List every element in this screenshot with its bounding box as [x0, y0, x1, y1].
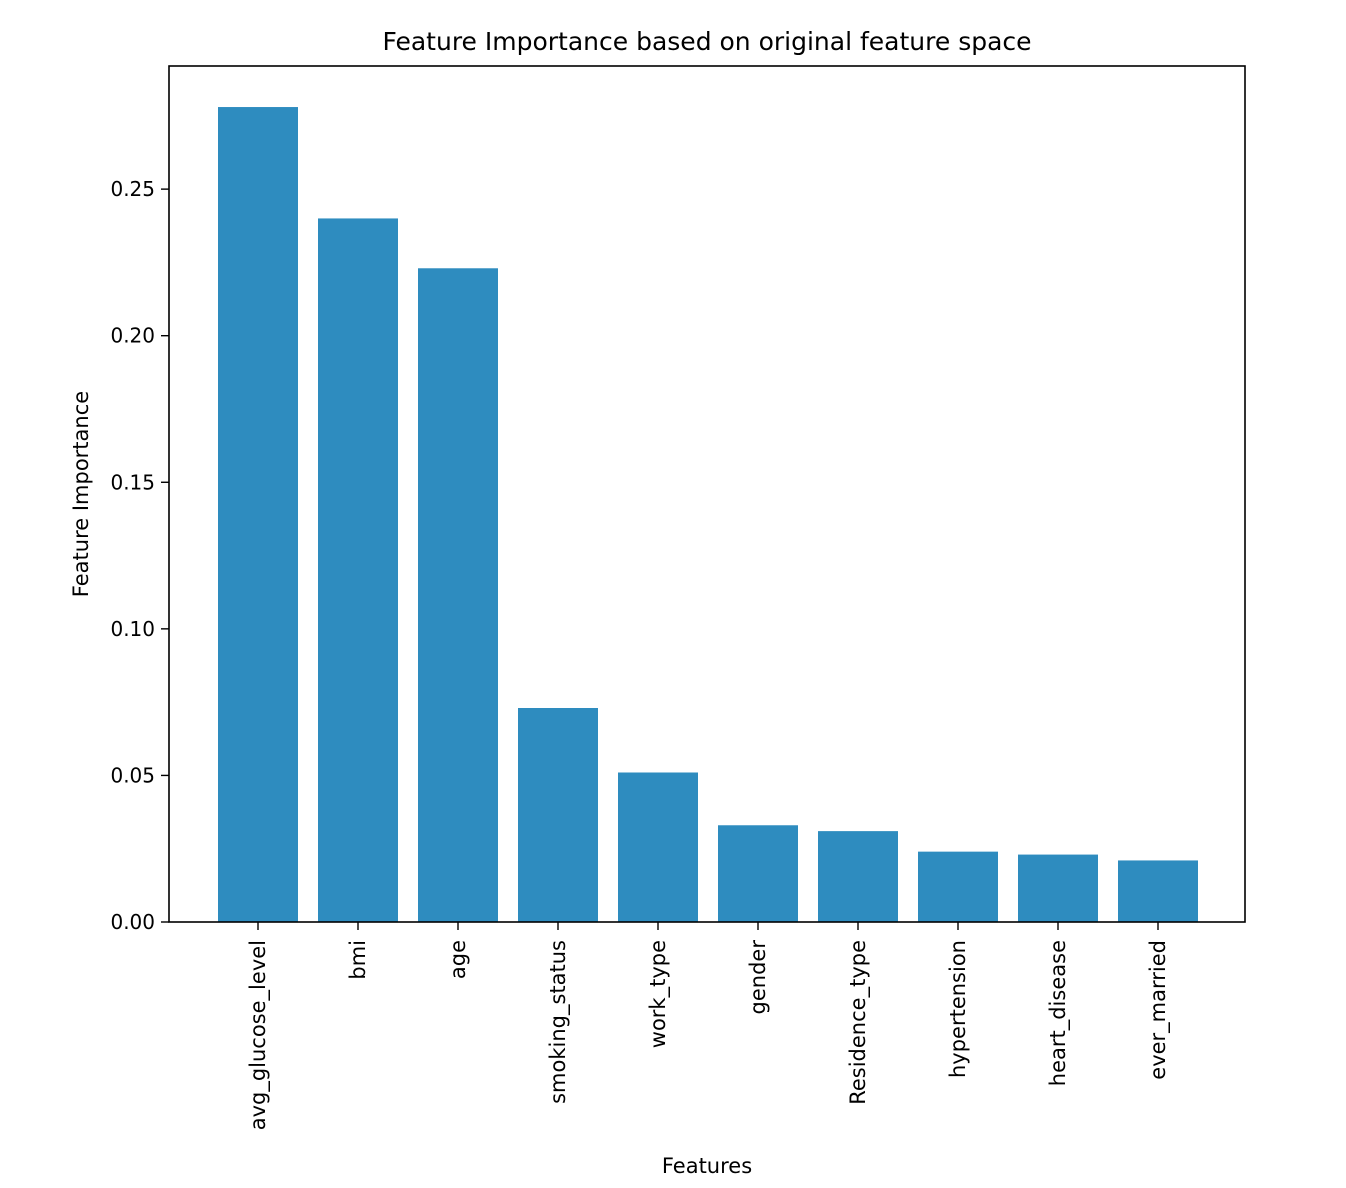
y-axis: 0.00 0.05 0.10 0.15 0.20 0.25 [110, 177, 169, 934]
x-tick-label: avg_glucose_level [246, 940, 271, 1130]
bar-hypertension [918, 851, 998, 922]
y-tick-label: 0.20 [110, 324, 155, 348]
bar-smoking_status [518, 708, 598, 922]
x-tick-label: age [446, 940, 470, 979]
y-axis-label: Feature Importance [69, 391, 93, 597]
x-tick-label: Residence_type [846, 940, 871, 1105]
x-tick-label: gender [746, 940, 770, 1015]
bars-layer [218, 107, 1198, 923]
x-axis-label: Features [662, 1154, 752, 1178]
bar-work_type [618, 772, 698, 922]
chart-title: Feature Importance based on original fea… [382, 27, 1031, 56]
y-tick-label: 0.10 [110, 617, 155, 641]
plot-frame [168, 65, 1246, 923]
bar-bmi [318, 218, 398, 922]
x-tick-label: work_type [646, 940, 671, 1048]
y-tick-label: 0.25 [110, 177, 155, 201]
y-tick-label: 0.15 [110, 470, 155, 494]
x-tick-label: ever_married [1146, 940, 1171, 1080]
bar-Residence_type [818, 831, 898, 922]
bar-gender [718, 825, 798, 922]
x-axis: avg_glucose_level bmi age smoking_status wor… [246, 922, 1171, 1130]
x-tick-label: smoking_status [546, 940, 571, 1104]
y-tick-label: 0.05 [110, 763, 155, 787]
bar-ever_married [1118, 860, 1198, 922]
bar-avg_glucose_level [218, 107, 298, 923]
x-tick-label: heart_disease [1046, 940, 1071, 1086]
y-tick-label: 0.00 [110, 910, 155, 934]
bar-heart_disease [1018, 854, 1098, 922]
bar-age [418, 268, 498, 922]
x-tick-label: bmi [346, 940, 370, 980]
x-tick-label: hypertension [946, 940, 970, 1078]
